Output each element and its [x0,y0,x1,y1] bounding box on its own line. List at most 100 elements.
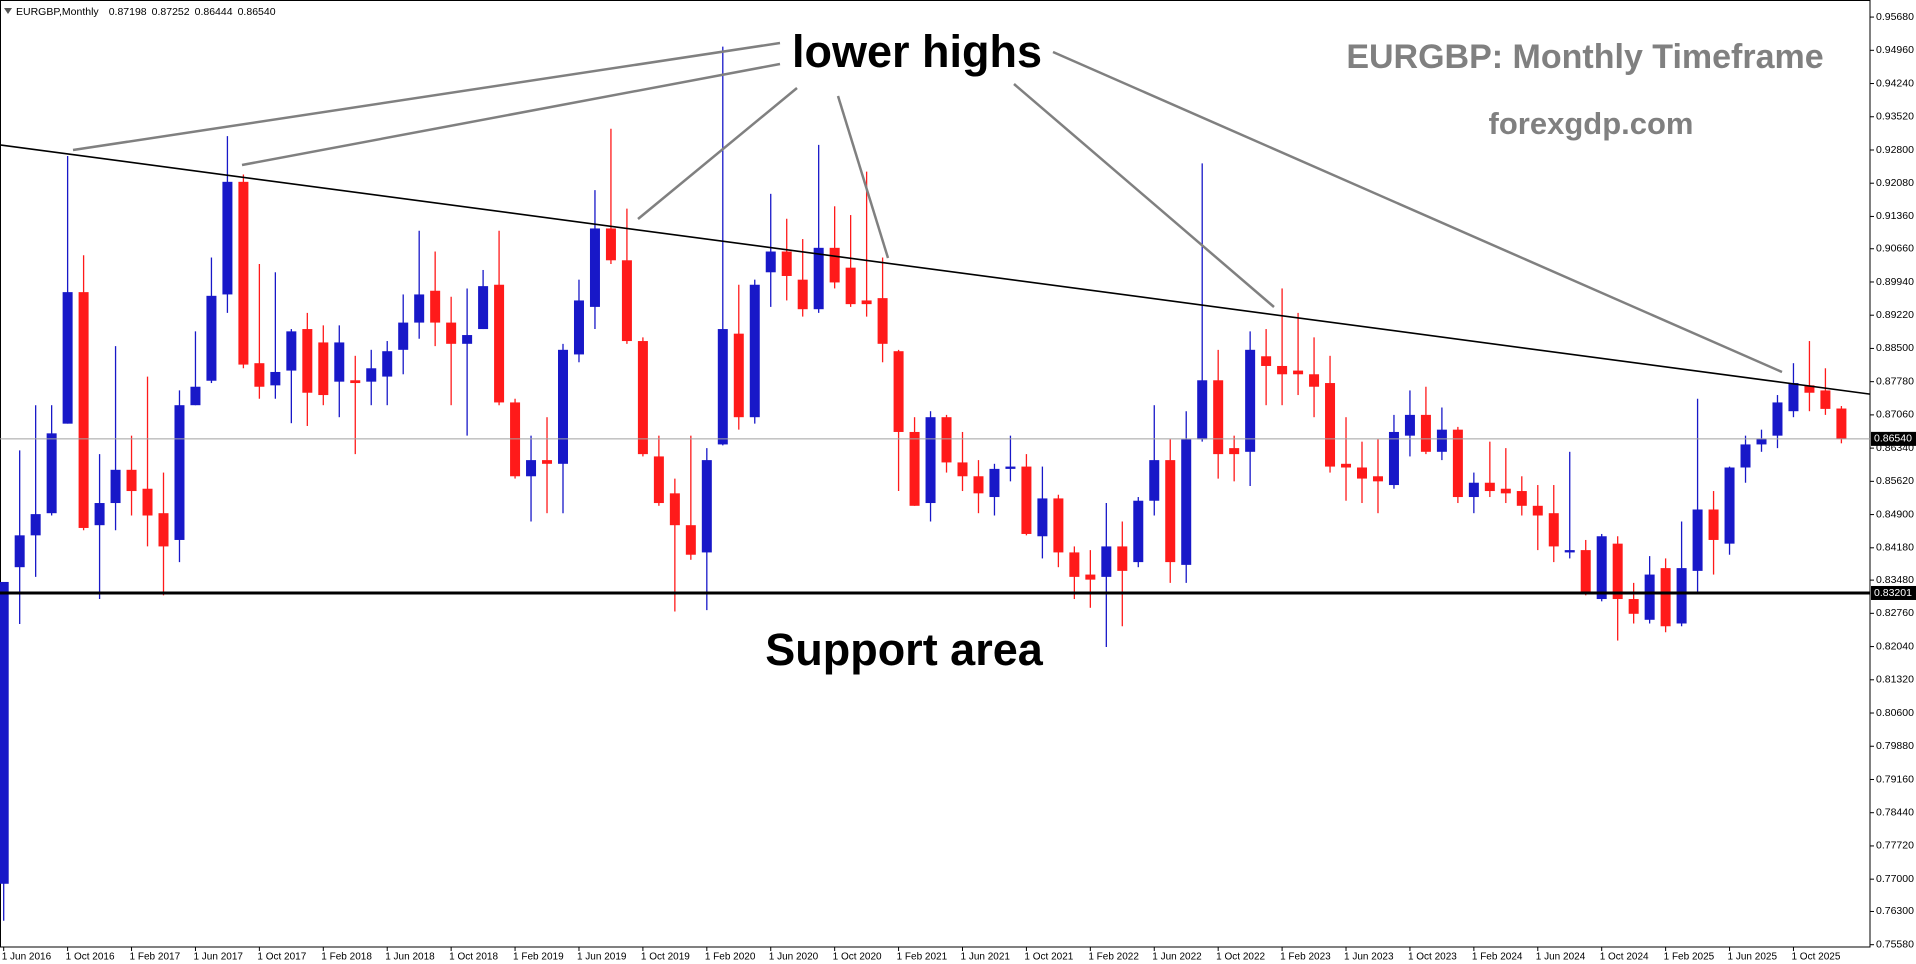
pointer-line [637,87,798,220]
candle-body [142,488,153,516]
candle-body [1117,546,1128,571]
candle-body [893,351,904,432]
x-tick-label: 1 Feb 2024 [1472,952,1523,963]
y-tick-label: 0.87060 [1876,409,1914,421]
y-tick-label: 0.94240 [1876,77,1914,89]
symbol: EURGBP,Monthly [16,6,99,18]
x-tick-label: 1 Jun 2021 [961,952,1011,963]
x-tick-label: 1 Oct 2019 [641,952,690,963]
x-tick-label: 1 Jun 2020 [769,952,819,963]
candle-body [1580,550,1591,592]
y-tick-label: 0.84180 [1876,542,1914,554]
y-tick-label: 0.77000 [1876,873,1914,885]
x-tick-label: 1 Oct 2016 [66,952,115,963]
candle-body [110,469,121,504]
candle-body [845,267,856,305]
price-label-box [1871,431,1916,446]
price-label: 0.83201 [1874,587,1912,599]
candle-body [286,331,297,371]
candle-body [669,493,680,526]
y-tick-label: 0.81320 [1876,674,1914,686]
x-tick-label: 1 Feb 2018 [321,952,372,963]
candle-body [1756,438,1767,445]
candle-body [1628,599,1639,614]
y-tick-label: 0.82760 [1876,607,1914,619]
candle-body [1229,448,1240,455]
candle-body [318,342,329,396]
candle-body [190,386,201,406]
candle-body [1197,380,1208,440]
symbol-info: EURGBP,Monthly 0.87198 0.87252 0.86444 0.865… [16,6,276,18]
x-tick-label: 1 Feb 2025 [1664,952,1715,963]
candle-body [781,251,792,276]
x-tick-label: 1 Oct 2017 [257,952,306,963]
candle-body [1612,543,1623,600]
price-label: 0.86540 [1874,433,1912,445]
ohlc-value: 0.87252 [152,6,190,18]
candle-body [1452,429,1463,498]
candle-body [158,513,169,547]
candle-body [414,294,425,323]
x-tick-label: 1 Jun 2019 [577,952,627,963]
y-tick-label: 0.94960 [1876,44,1914,56]
candle-body [1820,390,1831,409]
candle-body [542,460,553,464]
candle-body [1357,467,1367,479]
candle-body [126,469,137,492]
y-tick-label: 0.88500 [1876,342,1914,354]
candle-body [957,462,968,477]
candle-body [1564,550,1575,553]
x-tick-label: 1 Feb 2023 [1280,952,1331,963]
heading: EURGBP: Monthly Timeframe [1346,38,1823,76]
x-tick-label: 1 Oct 2025 [1791,952,1840,963]
candle-body [1468,482,1479,498]
candle-body [1548,513,1559,547]
candle-body [637,341,648,455]
candle-body [1021,466,1032,534]
candle-body [382,351,393,377]
candle-body [1085,574,1096,580]
x-tick-label: 1 Oct 2021 [1024,952,1073,963]
y-tick-label: 0.95680 [1876,11,1914,23]
x-tick-label: 1 Feb 2019 [513,952,564,963]
x-tick-label: 1 Jun 2022 [1152,952,1202,963]
menu-icon [4,8,12,14]
y-tick-label: 0.89220 [1876,309,1914,321]
candle-body [733,333,744,418]
candle-body [1516,491,1527,506]
annotation: Support area [765,624,1044,675]
pointer-line [241,62,781,167]
candle-body [46,433,57,514]
candle-body [1037,498,1048,537]
y-tick-label: 0.75580 [1876,938,1914,950]
candle-body [973,476,984,494]
y-tick-label: 0.87780 [1876,375,1914,387]
candle-body [222,181,233,295]
y-tick-label: 0.82040 [1876,640,1914,652]
candle-body [605,228,616,261]
pointer-line [72,41,781,152]
ohlc-value: 0.87198 [109,6,147,18]
x-tick-label: 1 Jun 2024 [1536,952,1586,963]
x-tick-label: 1 Feb 2017 [130,952,181,963]
candle-body [797,279,808,310]
candle-body [494,284,505,403]
candle-body [653,456,664,504]
y-tick-label: 0.80600 [1876,707,1914,719]
candle-body [1804,385,1815,393]
candle-body [1676,568,1687,624]
candle-body [350,380,361,384]
candle-body [717,329,728,445]
y-tick-label: 0.93520 [1876,111,1914,123]
candle-body [765,251,776,273]
candle-body [1596,536,1607,600]
candle-body [861,300,872,305]
candle-body [1165,460,1176,563]
candle-body [1261,356,1272,366]
candle-body [14,535,25,568]
candle-body [462,335,473,344]
x-tick-label: 1 Oct 2022 [1216,952,1265,963]
candle-body [621,260,632,342]
y-tick-label: 0.79160 [1876,773,1914,785]
candle-body [1325,383,1336,467]
